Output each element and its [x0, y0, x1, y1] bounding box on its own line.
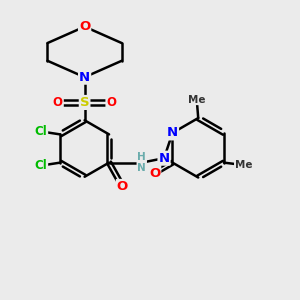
Text: H
N: H N: [137, 152, 146, 173]
Text: N: N: [167, 126, 178, 140]
Text: N: N: [79, 71, 90, 84]
Text: Cl: Cl: [34, 125, 47, 138]
Text: O: O: [106, 96, 116, 109]
Text: O: O: [53, 96, 63, 109]
Text: N: N: [158, 152, 169, 165]
Text: Me: Me: [235, 160, 252, 170]
Text: S: S: [80, 96, 89, 109]
Text: O: O: [117, 180, 128, 193]
Text: O: O: [79, 20, 90, 33]
Text: Cl: Cl: [34, 159, 47, 172]
Text: O: O: [149, 167, 160, 179]
Text: Me: Me: [188, 94, 206, 105]
